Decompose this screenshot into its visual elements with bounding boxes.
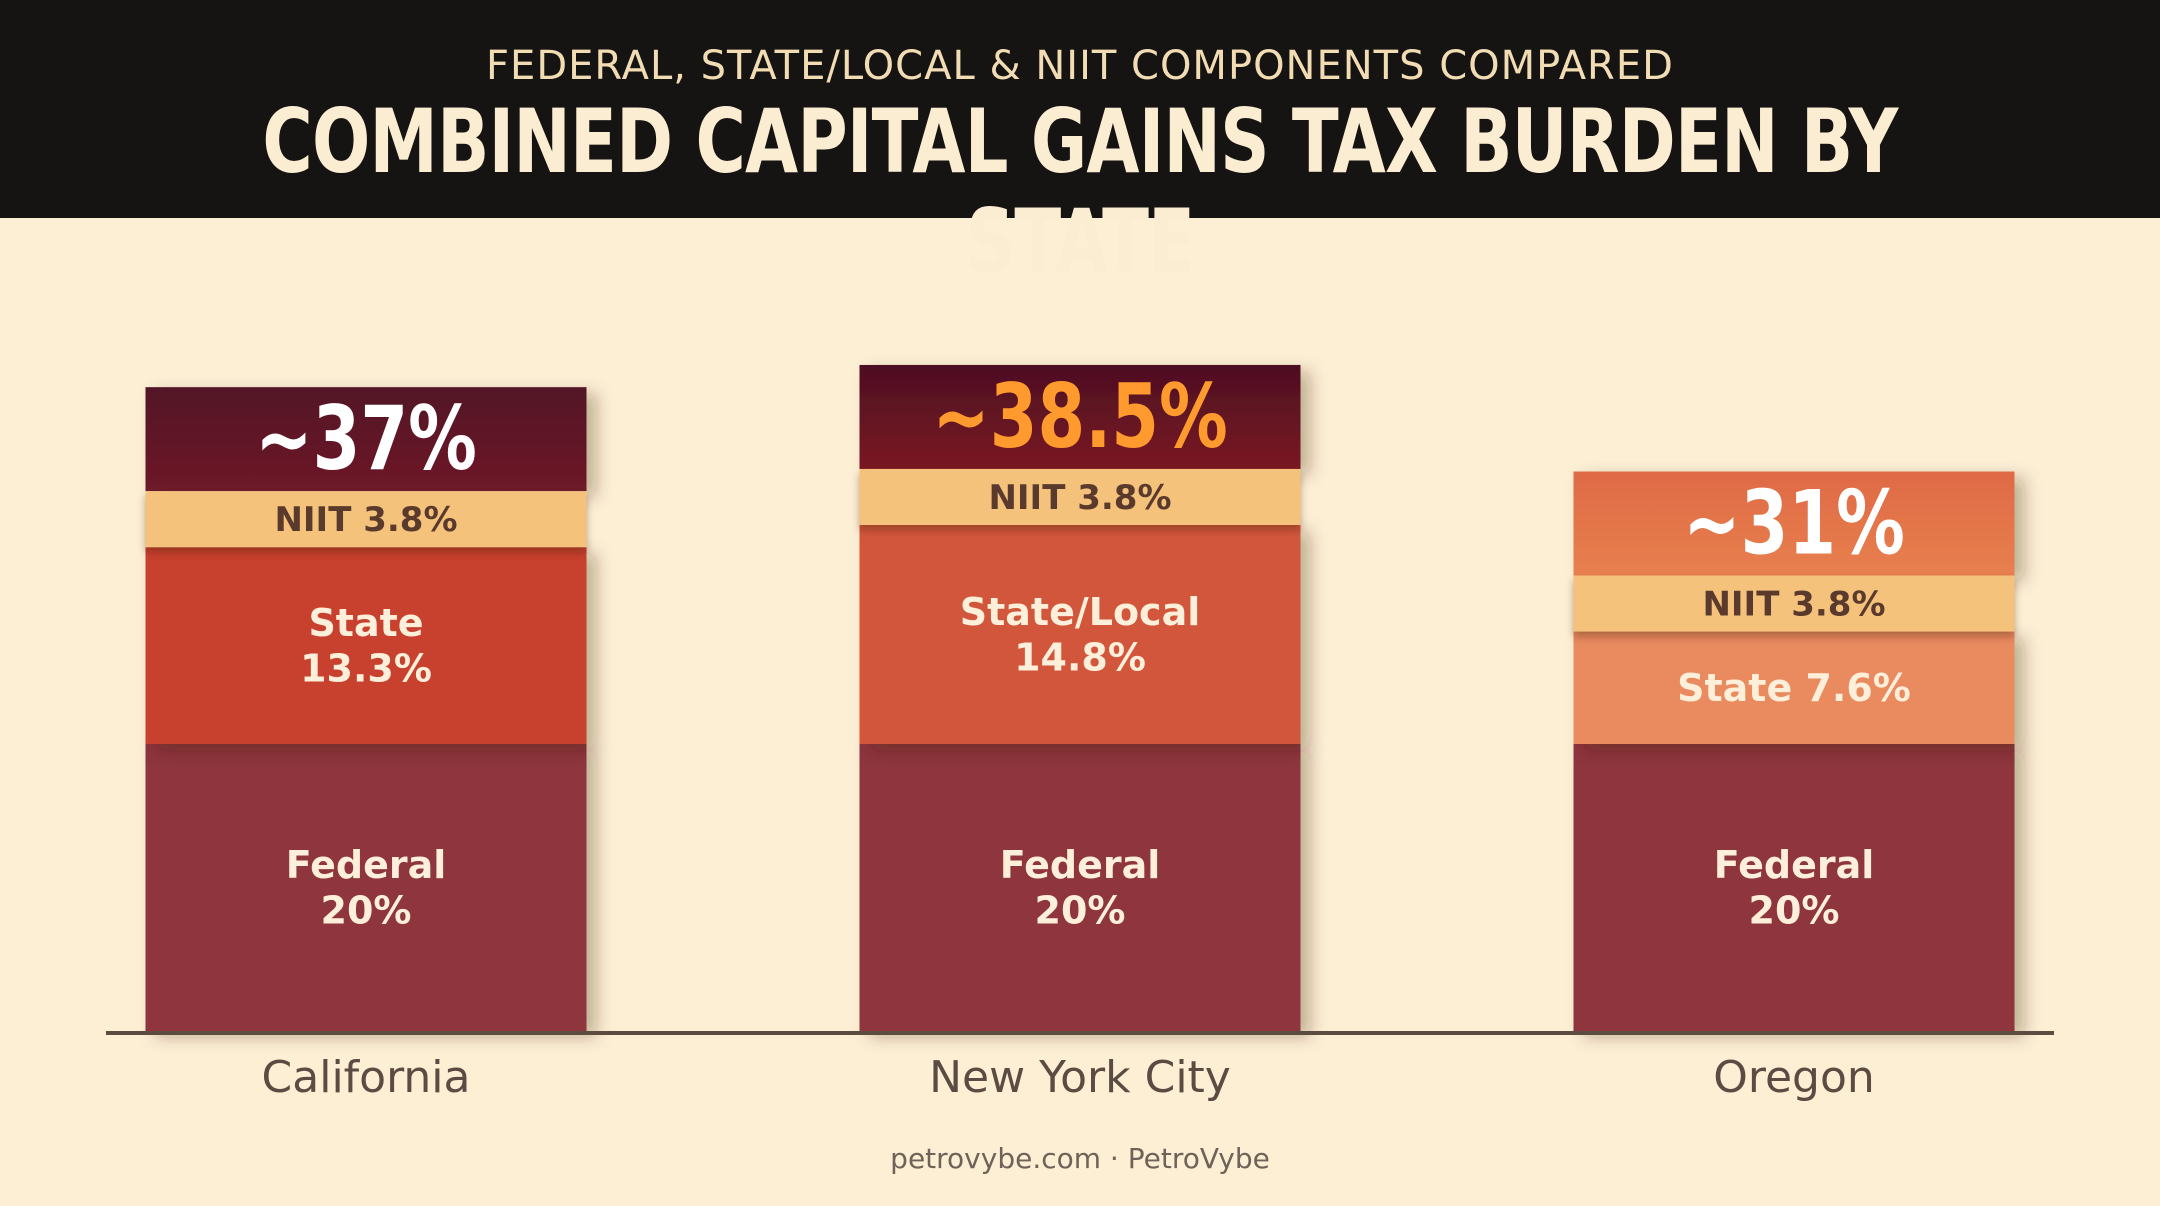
segment-state [859,524,1301,744]
chart-title: COMBINED CAPITAL GAINS TAX BURDEN BY STA… [262,90,1898,293]
segment-niit [145,491,587,548]
label-niit: NIIT 3.8% [1702,584,1885,624]
label-total: ~37% [255,388,477,491]
label-federal: Federal 20% [1714,843,1875,933]
stacked-bar-chart: Federal 20%State 13.3%NIIT 3.8%~37%Federal… [106,364,2054,1103]
segment-total-cap [1573,471,2015,576]
segment-state [1573,631,2015,744]
bar-california: Federal 20% State 13.3% NIIT 3.8% ~37% [145,387,587,1031]
segment-niit [1573,575,2015,632]
bar-oregon: Federal 20% State 7.6% NIIT 3.8% ~31% [1573,471,2015,1031]
label-total: ~31% [1683,472,1905,575]
chart-subtitle: FEDERAL, STATE/LOCAL & NIIT COMPONENTS C… [486,43,1674,89]
bar-new-york-city: Federal 20% State/Local 14.8% NIIT 3.8% ~38.5… [859,364,1301,1031]
label-state: State 7.6% [1677,666,1911,710]
category-label: New York City [929,1052,1231,1103]
segment-state [145,547,587,744]
segment-federal [145,744,587,1031]
category-label: Oregon [1713,1052,1875,1103]
segment-federal [1573,744,2015,1031]
segment-federal [859,744,1301,1031]
label-state: State 13.3% [300,601,432,691]
segment-total-cap [145,387,587,492]
label-federal: Federal 20% [1000,843,1161,933]
label-total: ~38.5% [932,366,1228,469]
label-federal: Federal 20% [286,843,447,933]
category-label: California [262,1052,471,1103]
segment-niit [859,468,1301,525]
label-niit: NIIT 3.8% [274,500,457,540]
label-niit: NIIT 3.8% [988,478,1171,518]
segment-total-cap [859,364,1301,469]
footer-credit: petrovybe.com · PetroVybe [890,1142,1270,1175]
header-banner: FEDERAL, STATE/LOCAL & NIIT COMPONENTS C… [0,0,2160,292]
label-state: State/Local 14.8% [960,590,1201,680]
